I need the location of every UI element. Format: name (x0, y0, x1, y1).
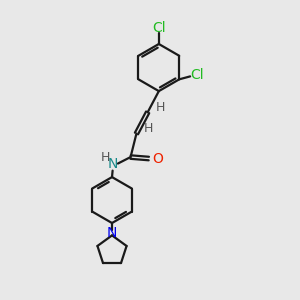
Text: O: O (152, 152, 163, 166)
Text: Cl: Cl (152, 21, 166, 35)
Text: Cl: Cl (190, 68, 203, 82)
Text: N: N (107, 226, 117, 240)
Text: H: H (155, 100, 165, 113)
Text: N: N (107, 157, 118, 170)
Text: H: H (101, 151, 110, 164)
Text: H: H (144, 122, 154, 135)
